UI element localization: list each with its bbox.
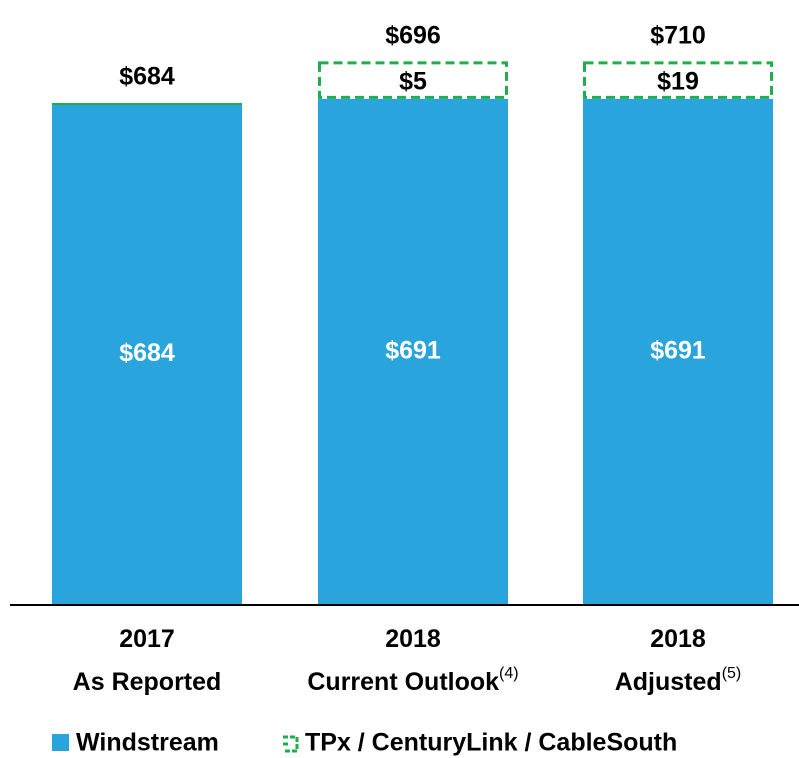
value-label: $691: [385, 337, 441, 365]
category-label: 2017: [119, 625, 175, 653]
legend-label: Windstream: [76, 729, 219, 757]
bar-segment: [583, 98, 773, 606]
category-text: 2017: [119, 625, 175, 653]
footnote: (5): [722, 665, 742, 682]
legend-label: TPx / CenturyLink / CableSouth: [305, 729, 677, 757]
category-text: As Reported: [73, 668, 222, 696]
category-label: As Reported: [73, 668, 222, 696]
category-label: Current Outlook(4): [307, 665, 518, 695]
legend-swatch: [283, 735, 299, 753]
category-text: Current Outlook: [307, 668, 499, 696]
value-label: $5: [399, 67, 427, 95]
category-label: Adjusted(5): [615, 665, 742, 695]
category-label: 2018: [650, 625, 706, 653]
bar-segment: [52, 104, 242, 605]
total-label: $684: [119, 63, 175, 91]
total-label: $710: [650, 21, 706, 49]
category-text: 2018: [650, 625, 706, 653]
category-label: 2018: [385, 625, 441, 653]
value-label: $19: [657, 67, 699, 95]
value-label: $691: [650, 337, 706, 365]
footnote: (4): [499, 665, 519, 682]
bar-segment: [318, 61, 508, 99]
legend-swatch: [52, 734, 69, 751]
category-text: 2018: [385, 625, 441, 653]
value-label: $684: [119, 339, 175, 367]
bar-segment: [318, 98, 508, 606]
total-label: $696: [385, 21, 441, 49]
bar-segment: [583, 61, 773, 99]
bar-segment: [52, 103, 242, 105]
category-text: Adjusted: [615, 668, 722, 696]
